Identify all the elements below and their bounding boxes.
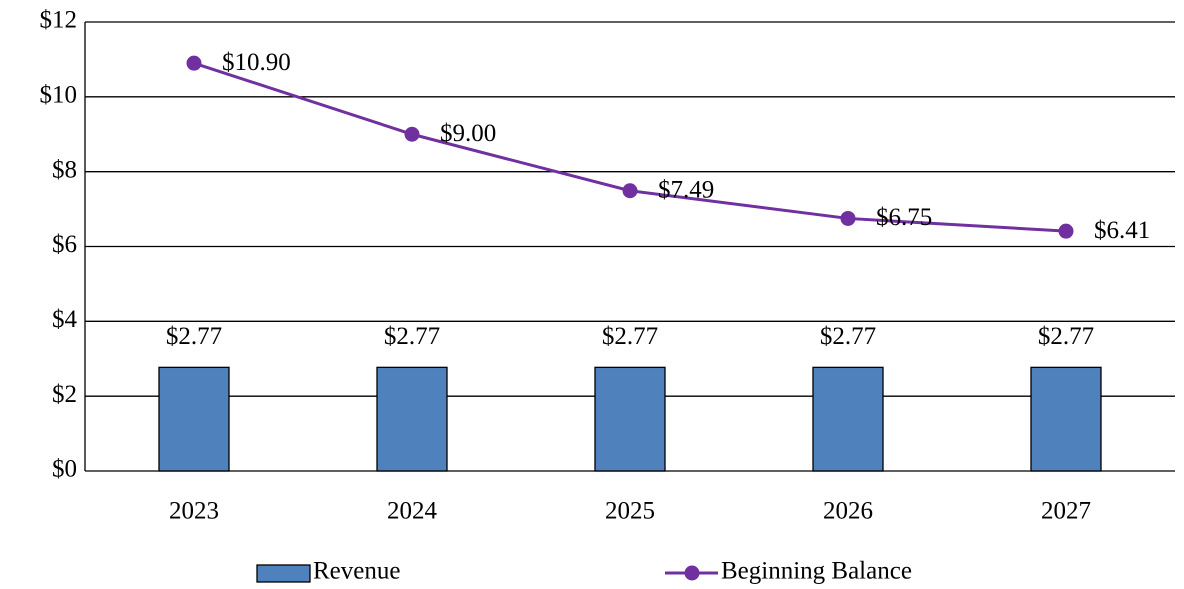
line-value-label: $6.41 [1094,217,1150,244]
bar-value-label: $2.77 [602,323,658,350]
line-value-label: $9.00 [440,120,496,147]
y-tick-label: $8 [52,156,77,183]
line-marker [1058,223,1074,239]
line-value-label: $10.90 [222,49,291,76]
x-tick-label: 2025 [605,498,655,525]
y-tick-label: $10 [40,82,78,109]
bar [594,366,666,472]
y-tick-label: $0 [52,456,77,483]
line-marker [622,183,638,199]
y-tick-label: $6 [52,231,77,258]
bar-value-label: $2.77 [820,323,876,350]
bar [812,366,884,472]
y-tick-label: $2 [52,381,77,408]
legend-label: Revenue [313,558,400,585]
y-tick-label: $4 [52,306,78,333]
line-value-label: $7.49 [658,176,714,203]
x-tick-label: 2026 [823,498,873,525]
bar [1030,366,1102,472]
bar-value-label: $2.77 [166,323,222,350]
line [193,61,1067,233]
line-marker [404,126,420,142]
y-tick-label: $12 [40,7,78,34]
legend-marker [684,565,700,581]
line-marker [186,55,202,71]
bar-value-label: $2.77 [1038,323,1094,350]
legend-label: Beginning Balance [721,558,912,585]
bar [158,366,230,472]
x-tick-label: 2023 [169,498,219,525]
bar-value-label: $2.77 [384,323,440,350]
bar [376,366,448,472]
line-marker [840,210,856,226]
legend-swatch [256,564,311,583]
line-value-label: $6.75 [876,204,932,231]
x-tick-label: 2024 [387,498,438,525]
x-tick-label: 2027 [1041,498,1091,525]
